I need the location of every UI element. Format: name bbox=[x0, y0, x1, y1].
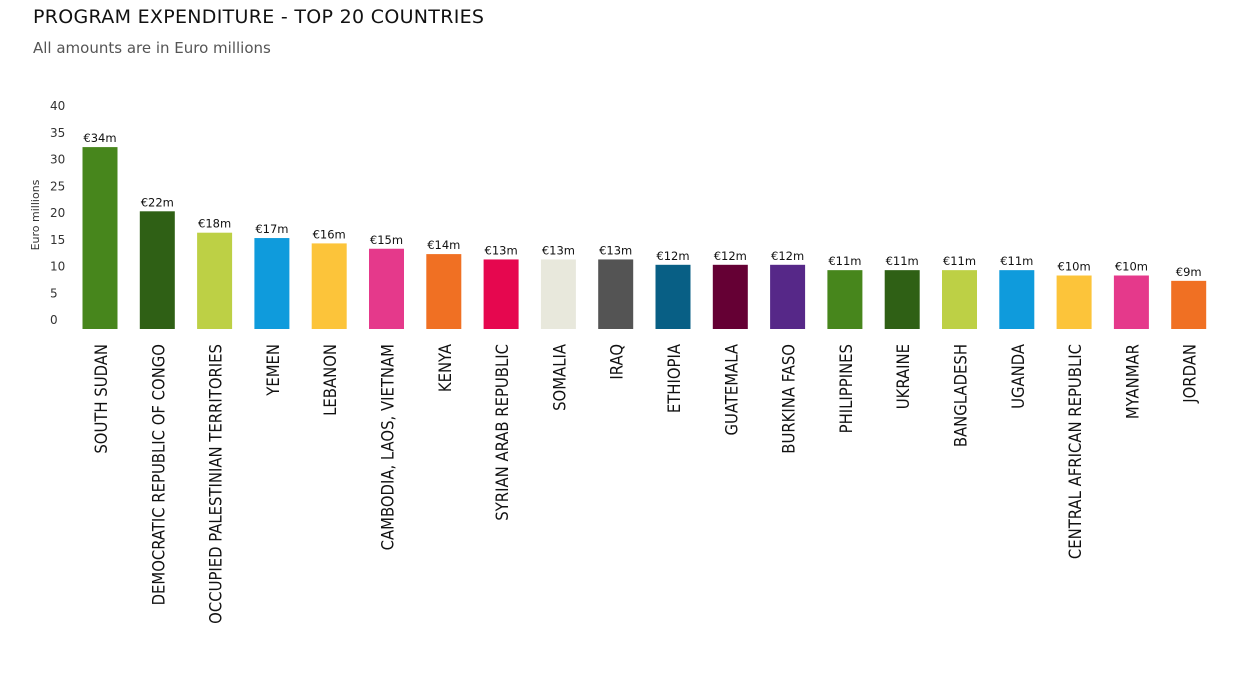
x-tick-label: ETHIOPIA bbox=[665, 343, 684, 413]
data-label: €18m bbox=[198, 217, 231, 231]
data-label: €17m bbox=[255, 222, 288, 236]
chart-title: PROGRAM EXPENDITURE - TOP 20 COUNTRIES bbox=[33, 6, 485, 28]
x-tick-label: SOMALIA bbox=[550, 343, 569, 411]
x-tick-label: BANGLADESH bbox=[952, 344, 971, 447]
x-tick-label: SYRIAN ARAB REPUBLIC bbox=[493, 344, 512, 521]
y-tick-label: 40 bbox=[50, 99, 65, 113]
x-tick-label: LEBANON bbox=[321, 344, 340, 416]
y-axis-label: Euro millions bbox=[29, 179, 42, 250]
x-tick-label: YEMEN bbox=[264, 344, 283, 397]
x-tick-label: SOUTH SUDAN bbox=[92, 344, 111, 454]
x-tick-label: KENYA bbox=[436, 343, 455, 392]
x-tick-label: IRAQ bbox=[608, 344, 627, 380]
x-tick-label: UKRAINE bbox=[894, 344, 913, 409]
y-tick-label: 25 bbox=[50, 179, 65, 193]
data-label: €9m bbox=[1176, 265, 1202, 279]
data-label: €12m bbox=[656, 249, 689, 263]
bar bbox=[369, 248, 404, 329]
y-tick-label: 30 bbox=[50, 153, 65, 167]
x-tick-label: BURKINA FASO bbox=[780, 344, 799, 454]
data-label: €11m bbox=[828, 254, 861, 268]
bar bbox=[598, 259, 634, 329]
bar bbox=[82, 147, 118, 329]
data-label: €10m bbox=[1115, 260, 1148, 274]
data-label: €14m bbox=[427, 238, 460, 252]
x-tick-label: MYANMAR bbox=[1123, 344, 1142, 419]
bar bbox=[712, 264, 748, 329]
y-tick-label: 20 bbox=[50, 206, 65, 220]
bar bbox=[827, 270, 863, 329]
y-tick-label: 35 bbox=[50, 126, 65, 140]
x-tick-label: CAMBODIA, LAOS, VIETNAM bbox=[379, 344, 398, 550]
bar bbox=[540, 259, 576, 329]
x-tick-label: DEMOCRATIC REPUBLIC OF CONGO bbox=[149, 344, 168, 605]
y-tick-label: 15 bbox=[50, 233, 65, 247]
x-tick-label: GUATEMALA bbox=[722, 343, 741, 435]
bar bbox=[1171, 280, 1207, 329]
bar bbox=[655, 264, 691, 329]
bar bbox=[999, 270, 1035, 329]
data-label: €16m bbox=[313, 227, 346, 241]
data-label: €11m bbox=[943, 254, 976, 268]
x-tick-label: OCCUPIED PALESTINIAN TERRITORIES bbox=[207, 344, 226, 624]
x-tick-label: PHILIPPINES bbox=[837, 344, 856, 433]
data-label: €12m bbox=[714, 249, 747, 263]
data-label: €15m bbox=[370, 233, 403, 247]
bar bbox=[311, 243, 347, 329]
x-tick-label: UGANDA bbox=[1009, 343, 1028, 409]
y-tick-label: 0 bbox=[50, 313, 58, 327]
data-label: €12m bbox=[771, 249, 804, 263]
data-label: €13m bbox=[599, 243, 632, 257]
data-label: €13m bbox=[542, 243, 575, 257]
bar bbox=[254, 238, 290, 329]
data-label: €10m bbox=[1058, 260, 1091, 274]
bar bbox=[426, 254, 462, 329]
data-label: €11m bbox=[886, 254, 919, 268]
bar bbox=[1056, 275, 1092, 329]
data-label: €11m bbox=[1000, 254, 1033, 268]
bar bbox=[139, 211, 175, 329]
bar bbox=[942, 270, 977, 329]
bar bbox=[884, 270, 920, 329]
bar bbox=[197, 232, 233, 329]
chart-subtitle: All amounts are in Euro millions bbox=[33, 39, 271, 57]
y-tick-label: 10 bbox=[50, 260, 65, 274]
y-tick-label: 5 bbox=[50, 286, 58, 300]
bar bbox=[1113, 275, 1149, 329]
x-tick-label: CENTRAL AFRICAN REPUBLIC bbox=[1066, 344, 1085, 559]
data-label: €34m bbox=[83, 131, 116, 145]
x-tick-label: JORDAN bbox=[1181, 344, 1200, 404]
data-label: €13m bbox=[485, 243, 518, 257]
data-label: €22m bbox=[141, 195, 174, 209]
bar bbox=[770, 264, 806, 329]
bar bbox=[483, 259, 519, 329]
